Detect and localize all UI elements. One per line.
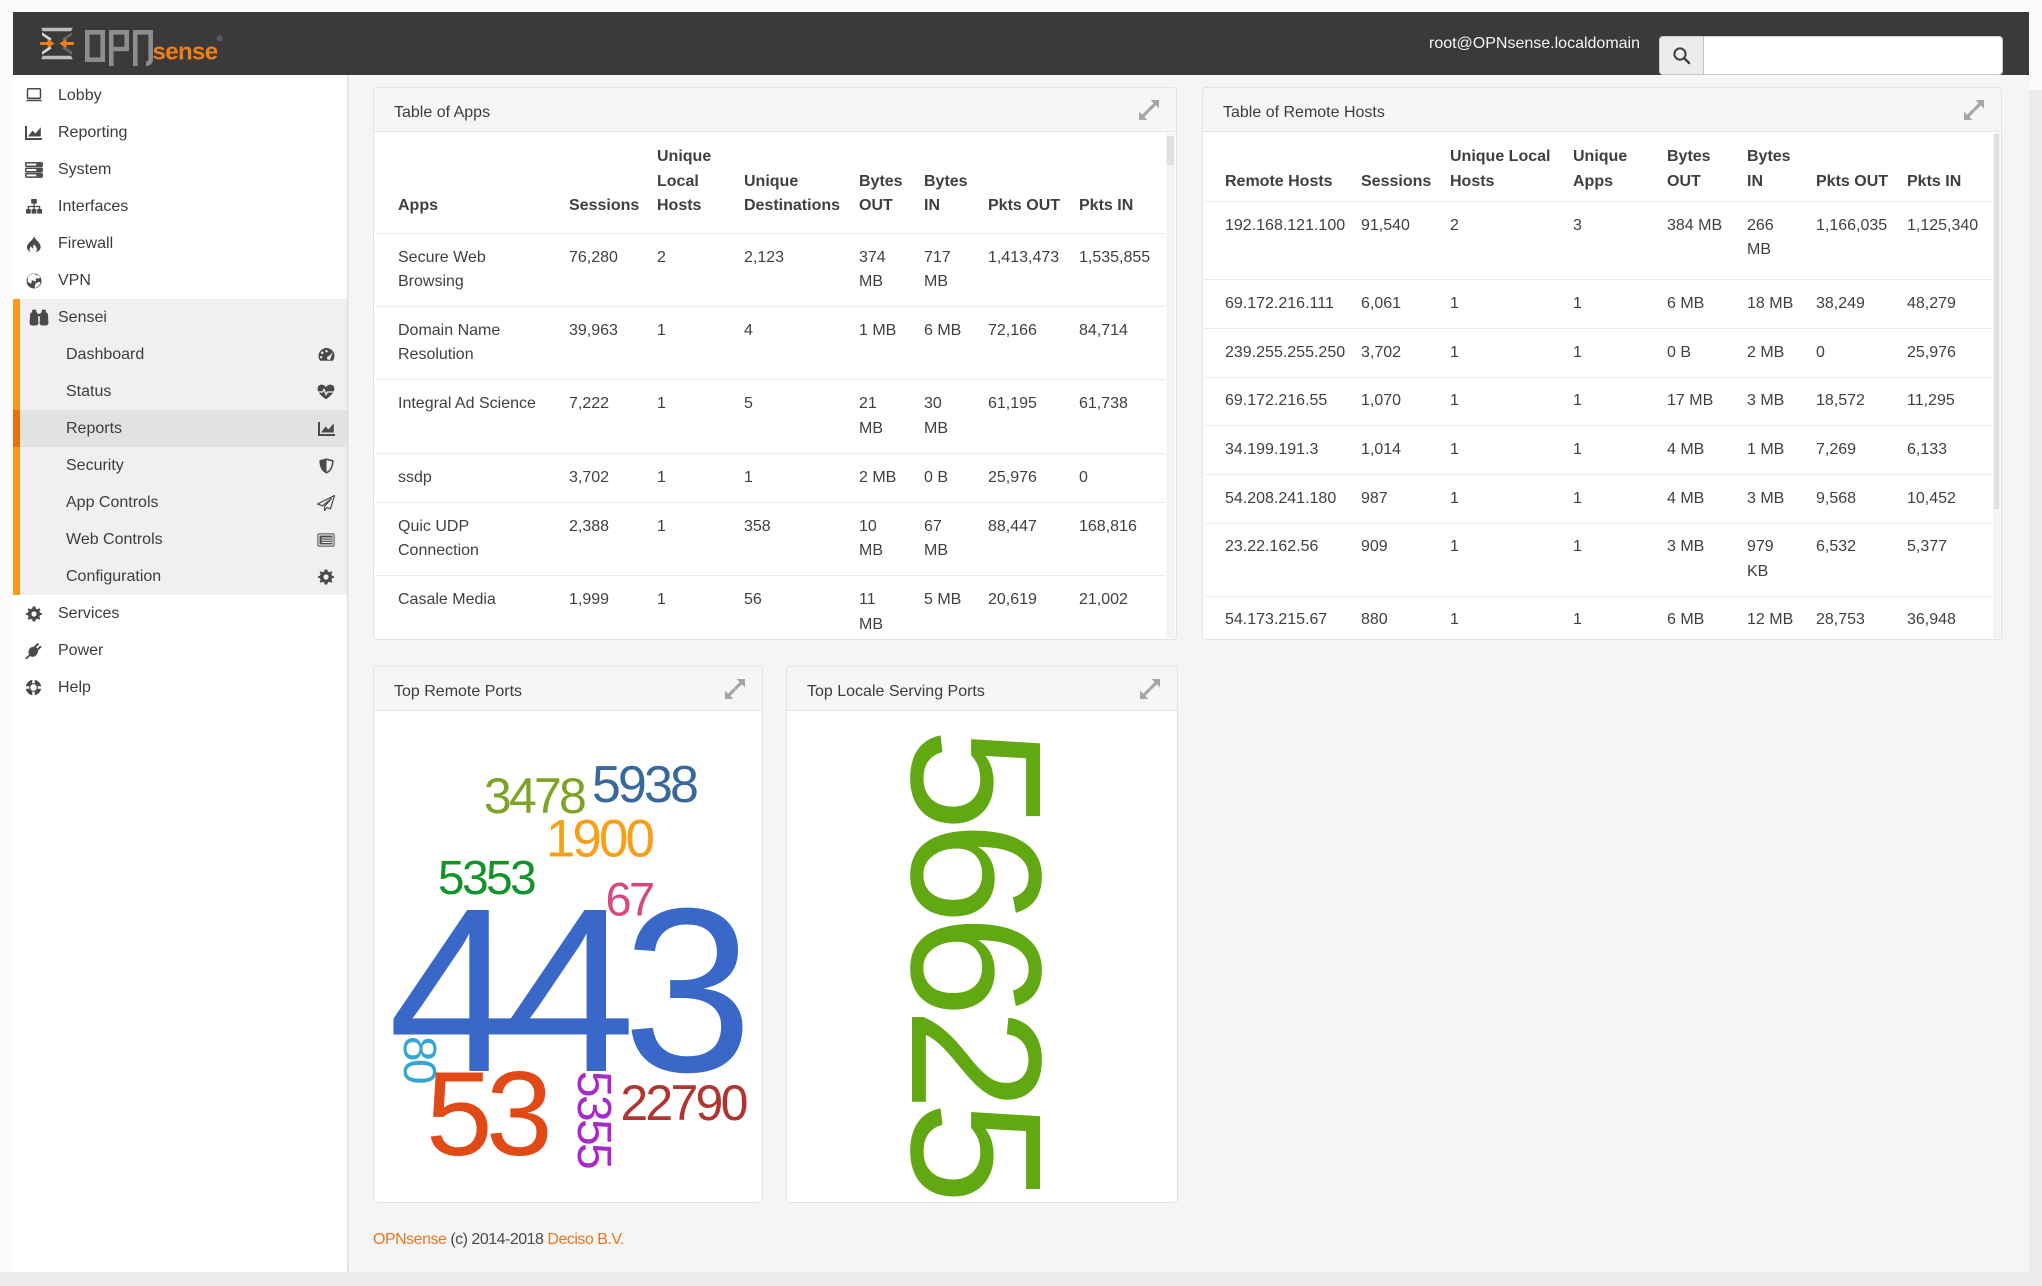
svg-text:sense: sense xyxy=(153,39,218,66)
svg-text:®: ® xyxy=(217,34,223,43)
